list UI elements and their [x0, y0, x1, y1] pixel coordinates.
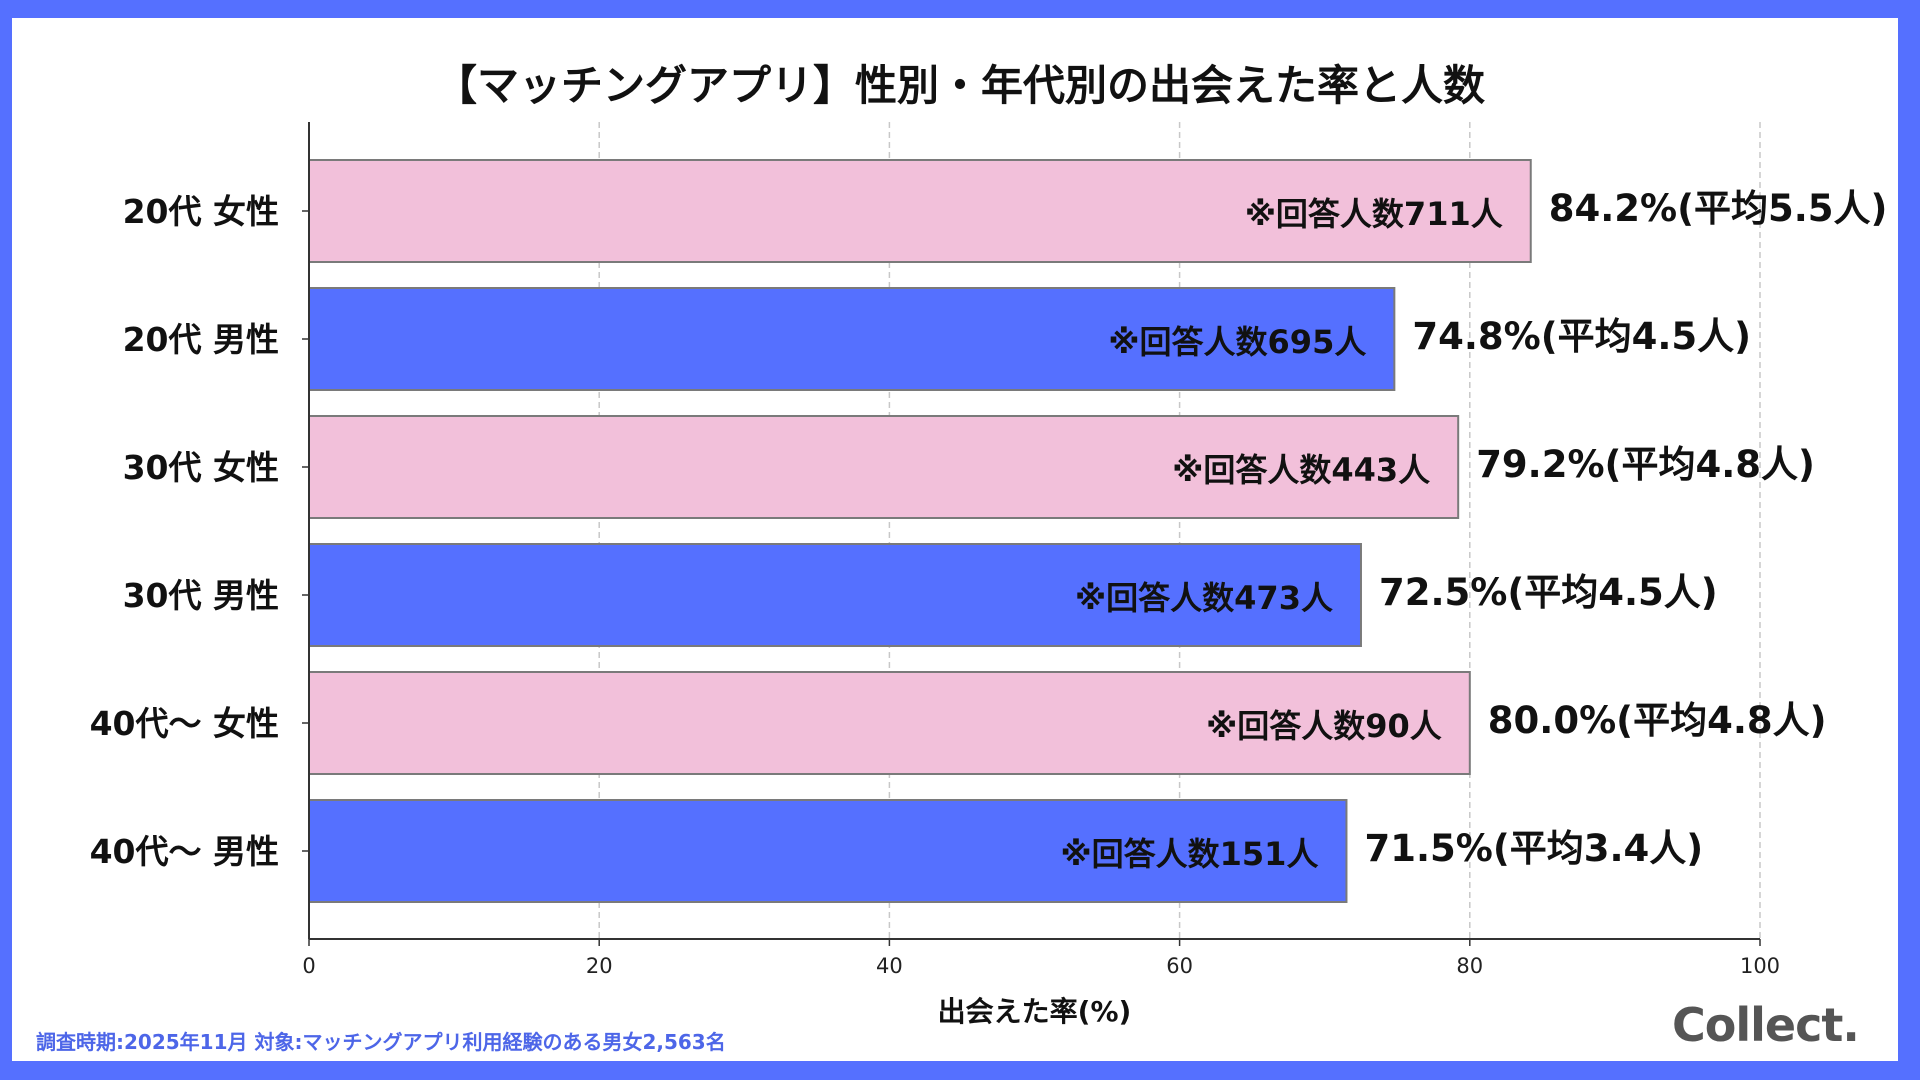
bar-inner-label: ※回答人数151人	[1061, 835, 1319, 873]
bar-inner-label: ※回答人数695人	[1108, 323, 1366, 361]
category-label: 30代 男性	[123, 576, 279, 615]
x-tick-label: 80	[1456, 954, 1483, 978]
bar	[308, 159, 1532, 263]
bar-inner-label: ※回答人数90人	[1206, 707, 1442, 745]
bar-value-label: 72.5%(平均4.5人)	[1379, 571, 1718, 614]
x-tick-label: 60	[1166, 954, 1193, 978]
bar	[308, 287, 1396, 391]
bar-value-label: 80.0%(平均4.8人)	[1488, 699, 1827, 742]
collect-logo: Collect.	[1672, 998, 1860, 1052]
bar	[308, 799, 1348, 903]
bar-inner-label: ※回答人数711人	[1245, 195, 1503, 233]
bar	[308, 415, 1460, 519]
x-tick-label: 0	[302, 954, 315, 978]
x-tick-label: 40	[876, 954, 903, 978]
category-label: 40代〜 男性	[90, 832, 279, 871]
bar-inner-label: ※回答人数443人	[1172, 451, 1430, 489]
x-tick-label: 20	[586, 954, 613, 978]
bar	[308, 671, 1471, 775]
x-axis-label: 出会えた率(%)	[938, 995, 1132, 1028]
category-label: 40代〜 女性	[90, 704, 279, 743]
category-label: 30代 女性	[123, 448, 279, 487]
footnote: 調査時期:2025年11月 対象:マッチングアプリ利用経験のある男女2,563名	[36, 1030, 726, 1054]
category-label: 20代 女性	[123, 192, 279, 231]
category-label: 20代 男性	[123, 320, 279, 359]
bar-inner-label: ※回答人数473人	[1075, 579, 1333, 617]
x-tick-label: 100	[1740, 954, 1780, 978]
bar	[308, 543, 1362, 647]
bar-value-label: 71.5%(平均3.4人)	[1364, 827, 1703, 870]
bar-value-label: 84.2%(平均5.5人)	[1549, 187, 1888, 230]
bar-value-label: 74.8%(平均4.5人)	[1412, 315, 1751, 358]
chart-title: 【マッチングアプリ】性別・年代別の出会えた率と人数	[434, 61, 1485, 110]
bar-value-label: 79.2%(平均4.8人)	[1476, 443, 1815, 486]
